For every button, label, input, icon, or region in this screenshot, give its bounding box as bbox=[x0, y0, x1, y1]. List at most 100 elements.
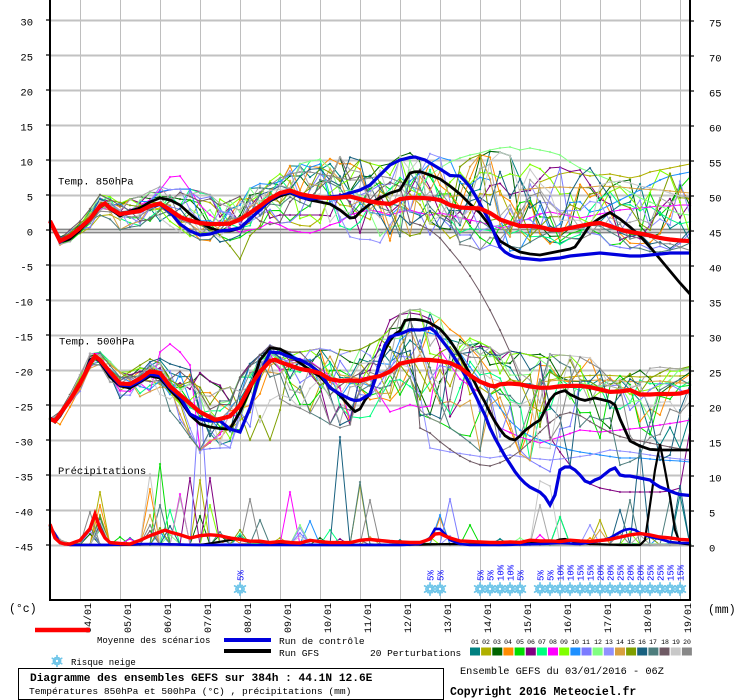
svg-text:25%: 25% bbox=[647, 564, 657, 581]
svg-text:0: 0 bbox=[27, 228, 33, 240]
svg-text:15%: 15% bbox=[577, 564, 587, 581]
svg-text:25%: 25% bbox=[617, 564, 627, 581]
svg-text:25%: 25% bbox=[657, 564, 667, 581]
svg-text:19: 19 bbox=[672, 639, 680, 646]
svg-text:15: 15 bbox=[709, 439, 722, 451]
svg-text:14: 14 bbox=[616, 639, 624, 646]
svg-text:(°c): (°c) bbox=[9, 603, 37, 616]
svg-text:-35: -35 bbox=[14, 473, 33, 485]
svg-text:(mm): (mm) bbox=[708, 604, 736, 617]
svg-text:14/01: 14/01 bbox=[483, 603, 495, 633]
svg-text:18: 18 bbox=[661, 639, 669, 646]
svg-text:06: 06 bbox=[527, 639, 535, 646]
svg-text:70: 70 bbox=[709, 54, 722, 66]
svg-text:5%: 5% bbox=[477, 570, 487, 581]
svg-text:04/01: 04/01 bbox=[83, 603, 95, 633]
svg-text:16/01: 16/01 bbox=[563, 603, 575, 633]
svg-text:08/01: 08/01 bbox=[243, 603, 255, 633]
svg-text:11: 11 bbox=[582, 639, 590, 646]
svg-text:35: 35 bbox=[709, 299, 722, 311]
svg-text:60: 60 bbox=[709, 124, 722, 136]
svg-text:09/01: 09/01 bbox=[283, 603, 295, 633]
svg-text:15: 15 bbox=[20, 123, 33, 135]
svg-text:-25: -25 bbox=[14, 403, 33, 415]
svg-text:Temp. 500hPa: Temp. 500hPa bbox=[59, 337, 135, 349]
svg-text:10: 10 bbox=[571, 639, 579, 646]
svg-text:5: 5 bbox=[709, 509, 715, 521]
svg-text:-45: -45 bbox=[14, 543, 33, 555]
svg-text:-15: -15 bbox=[14, 333, 33, 345]
svg-text:10%: 10% bbox=[567, 564, 577, 581]
svg-text:01: 01 bbox=[471, 639, 479, 646]
svg-text:5%: 5% bbox=[437, 570, 447, 581]
svg-text:12/01: 12/01 bbox=[403, 603, 415, 633]
svg-text:Run de contrôle: Run de contrôle bbox=[279, 636, 365, 647]
svg-text:20 Perturbations: 20 Perturbations bbox=[370, 648, 461, 659]
svg-text:-40: -40 bbox=[14, 508, 33, 520]
svg-text:0: 0 bbox=[709, 544, 715, 556]
svg-text:20%: 20% bbox=[597, 564, 607, 581]
svg-text:07: 07 bbox=[538, 639, 546, 646]
svg-text:05/01: 05/01 bbox=[123, 603, 135, 633]
svg-text:20%: 20% bbox=[627, 564, 637, 581]
svg-text:10: 10 bbox=[20, 158, 33, 170]
svg-text:Temp. 850hPa: Temp. 850hPa bbox=[58, 177, 134, 189]
svg-text:02: 02 bbox=[482, 639, 490, 646]
svg-text:07/01: 07/01 bbox=[203, 603, 215, 633]
svg-text:05: 05 bbox=[516, 639, 524, 646]
svg-text:17/01: 17/01 bbox=[603, 603, 615, 633]
svg-text:15%: 15% bbox=[677, 564, 687, 581]
svg-text:13/01: 13/01 bbox=[443, 603, 455, 633]
svg-text:50: 50 bbox=[709, 194, 722, 206]
svg-text:19/01: 19/01 bbox=[683, 603, 695, 633]
svg-text:5%: 5% bbox=[487, 570, 497, 581]
svg-text:20: 20 bbox=[709, 404, 722, 416]
svg-text:Risque neige: Risque neige bbox=[71, 658, 136, 668]
svg-text:5: 5 bbox=[27, 193, 33, 205]
svg-text:Ensemble GEFS du 03/01/2016 -: Ensemble GEFS du 03/01/2016 - 06Z bbox=[460, 666, 664, 678]
svg-text:16: 16 bbox=[638, 639, 646, 646]
svg-text:10: 10 bbox=[709, 474, 722, 486]
svg-text:11/01: 11/01 bbox=[363, 603, 375, 633]
svg-text:04: 04 bbox=[504, 639, 512, 646]
svg-text:-10: -10 bbox=[14, 298, 33, 310]
svg-text:20: 20 bbox=[20, 88, 33, 100]
svg-text:5%: 5% bbox=[427, 570, 437, 581]
svg-text:5%: 5% bbox=[237, 570, 247, 581]
svg-text:5%: 5% bbox=[537, 570, 547, 581]
svg-text:65: 65 bbox=[709, 89, 722, 101]
svg-text:30: 30 bbox=[20, 18, 33, 30]
svg-text:20%: 20% bbox=[607, 564, 617, 581]
svg-text:75: 75 bbox=[709, 19, 722, 31]
svg-text:10%: 10% bbox=[497, 564, 507, 581]
svg-text:10%: 10% bbox=[557, 564, 567, 581]
svg-text:Diagramme des ensembles GEFS s: Diagramme des ensembles GEFS sur 384h : … bbox=[30, 673, 373, 685]
svg-text:15/01: 15/01 bbox=[523, 603, 535, 633]
svg-text:03: 03 bbox=[493, 639, 501, 646]
svg-text:40: 40 bbox=[709, 264, 722, 276]
svg-text:15: 15 bbox=[627, 639, 635, 646]
svg-text:18/01: 18/01 bbox=[643, 603, 655, 633]
svg-text:-30: -30 bbox=[14, 438, 33, 450]
svg-text:25: 25 bbox=[709, 369, 722, 381]
svg-text:10%: 10% bbox=[507, 564, 517, 581]
svg-text:13: 13 bbox=[605, 639, 613, 646]
svg-text:Températures 850hPa et 500hPa: Températures 850hPa et 500hPa (°C) , pré… bbox=[29, 686, 351, 697]
svg-text:5%: 5% bbox=[517, 570, 527, 581]
svg-text:55: 55 bbox=[709, 159, 722, 171]
svg-text:Moyenne des scénarios: Moyenne des scénarios bbox=[97, 636, 210, 646]
svg-text:06/01: 06/01 bbox=[163, 603, 175, 633]
svg-text:5%: 5% bbox=[547, 570, 557, 581]
svg-text:10/01: 10/01 bbox=[323, 603, 335, 633]
svg-text:Copyright 2016 Meteociel.fr: Copyright 2016 Meteociel.fr bbox=[450, 686, 636, 699]
svg-text:12: 12 bbox=[594, 639, 602, 646]
svg-text:Précipitations: Précipitations bbox=[58, 466, 146, 478]
svg-text:15%: 15% bbox=[667, 564, 677, 581]
svg-text:45: 45 bbox=[709, 229, 722, 241]
svg-text:20%: 20% bbox=[637, 564, 647, 581]
svg-text:17: 17 bbox=[649, 639, 657, 646]
svg-text:30: 30 bbox=[709, 334, 722, 346]
svg-text:-5: -5 bbox=[20, 263, 33, 275]
svg-text:25: 25 bbox=[20, 53, 33, 65]
svg-text:15%: 15% bbox=[587, 564, 597, 581]
